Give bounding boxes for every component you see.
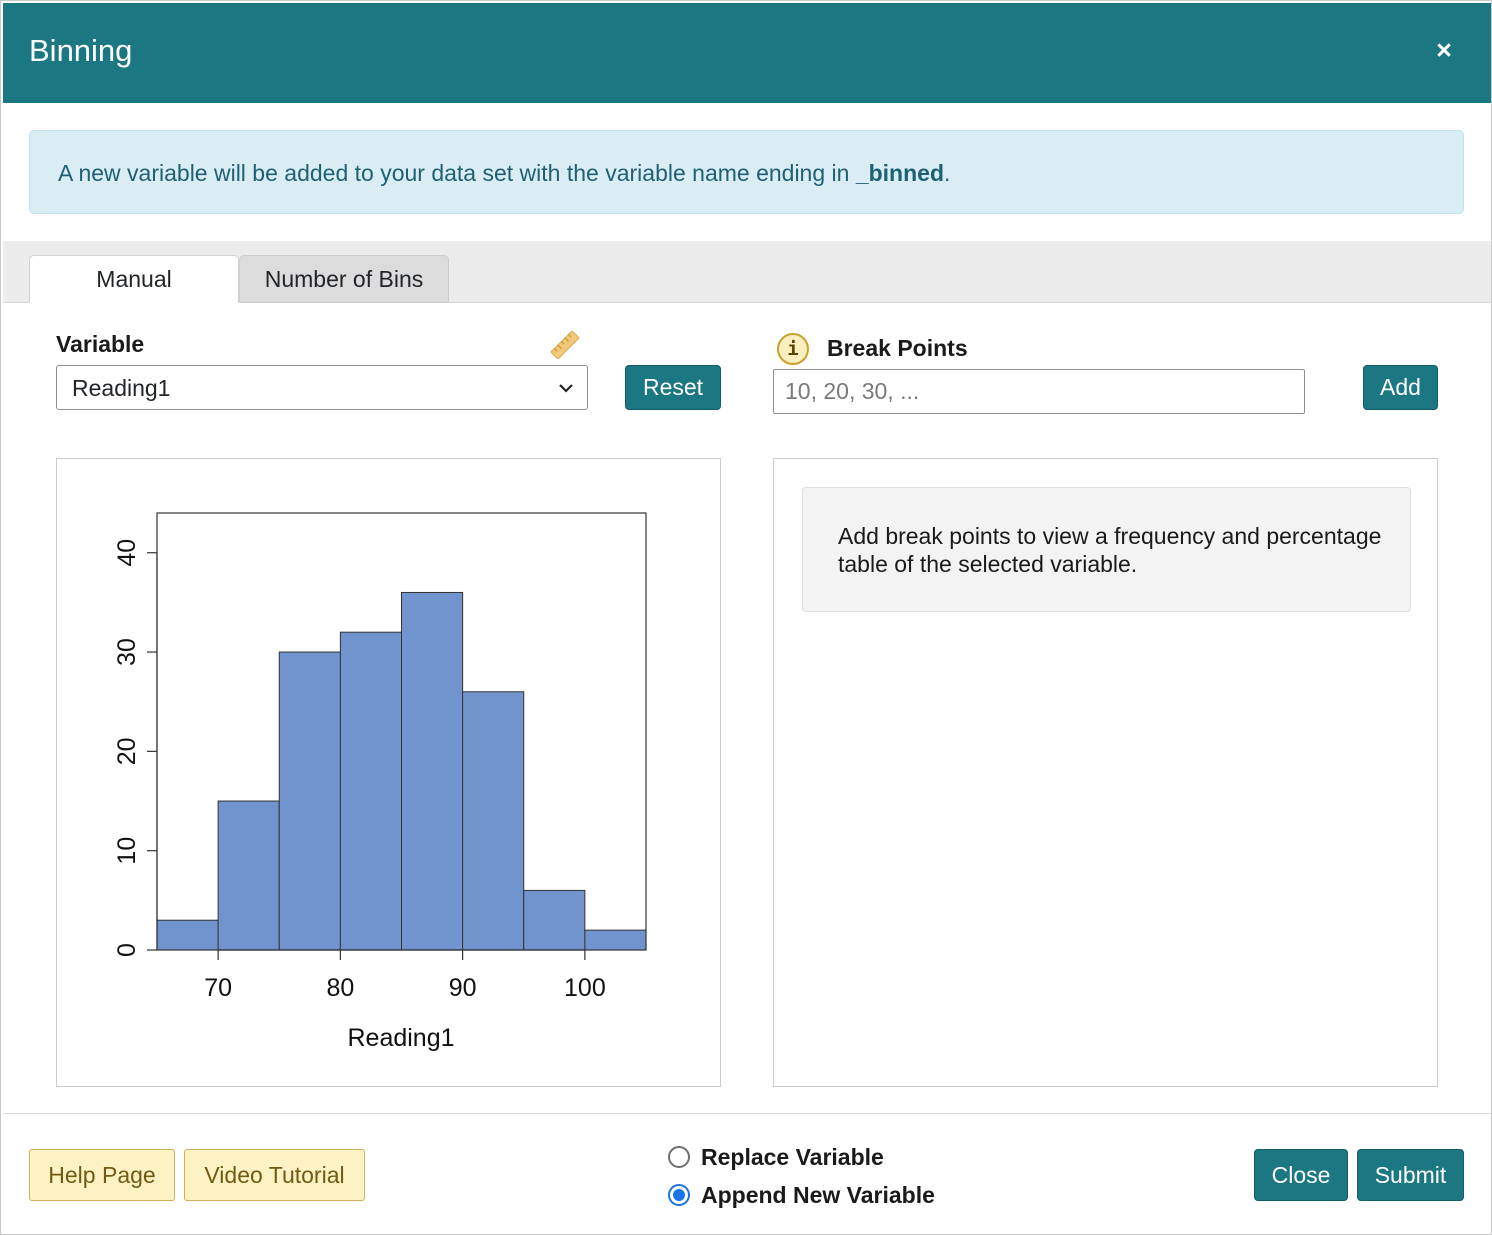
x-tick-label: 90	[449, 974, 477, 1002]
chevron-down-icon	[559, 384, 573, 393]
x-tick-label: 80	[326, 974, 354, 1002]
frequency-table-panel: Add break points to view a frequency and…	[773, 458, 1438, 1087]
histogram-bar	[217, 800, 280, 951]
info-alert: A new variable will be added to your dat…	[29, 130, 1464, 214]
replace-variable-radio[interactable]	[668, 1146, 690, 1168]
dialog-title: Binning	[29, 33, 133, 68]
append-variable-label: Append New Variable	[701, 1181, 935, 1208]
add-button[interactable]: Add	[1363, 365, 1438, 410]
histogram-bar	[462, 691, 525, 951]
histogram-bar	[278, 651, 341, 951]
alert-suffix: _binned	[855, 160, 944, 186]
histogram-bar	[584, 929, 647, 951]
append-variable-option[interactable]: Append New Variable	[668, 1180, 935, 1210]
video-tutorial-button[interactable]: Video Tutorial	[184, 1149, 365, 1201]
histogram-bar	[339, 631, 402, 951]
y-tick-label: 40	[113, 539, 141, 567]
replace-variable-label: Replace Variable	[701, 1143, 884, 1170]
replace-variable-option[interactable]: Replace Variable	[668, 1142, 884, 1172]
empty-table-hint: Add break points to view a frequency and…	[802, 487, 1411, 612]
y-tick-label: 10	[113, 837, 141, 865]
submit-button[interactable]: Submit	[1357, 1149, 1464, 1201]
close-icon[interactable]: ×	[1436, 35, 1452, 65]
append-variable-radio[interactable]	[668, 1184, 690, 1206]
ruler-icon[interactable]	[549, 329, 581, 361]
variable-select-value: Reading1	[72, 375, 171, 401]
x-axis-label: Reading1	[347, 1024, 454, 1052]
variable-label: Variable	[56, 331, 145, 357]
histogram-panel: 70 80 90 100 0 10 20 30 40 Reading1	[56, 458, 721, 1087]
footer-divider	[3, 1113, 1491, 1114]
x-tick-label: 100	[564, 974, 606, 1002]
y-tick-label: 20	[113, 737, 141, 765]
histogram-chart: 70 80 90 100 0 10 20 30 40 Reading1	[113, 512, 647, 1052]
close-button[interactable]: Close	[1254, 1149, 1348, 1201]
histogram-bar	[401, 591, 464, 951]
y-tick-label: 30	[113, 638, 141, 666]
tab-manual[interactable]: Manual	[29, 255, 239, 303]
tab-strip: Manual Number of Bins	[3, 241, 1491, 303]
break-points-input[interactable]	[773, 369, 1305, 414]
reset-button[interactable]: Reset	[625, 365, 721, 410]
tab-number-of-bins[interactable]: Number of Bins	[239, 255, 449, 303]
dialog-header: Binning ×	[3, 3, 1491, 103]
histogram-bar	[523, 889, 586, 951]
alert-text-end: .	[944, 160, 951, 186]
y-tick-label: 0	[113, 943, 141, 957]
x-tick-label: 70	[204, 974, 232, 1002]
histogram-bar	[156, 919, 219, 951]
info-icon[interactable]: i	[777, 333, 809, 365]
help-page-button[interactable]: Help Page	[29, 1149, 175, 1201]
variable-select[interactable]: Reading1	[56, 365, 588, 410]
break-points-label: Break Points	[827, 335, 968, 361]
alert-text: A new variable will be added to your dat…	[58, 160, 856, 186]
